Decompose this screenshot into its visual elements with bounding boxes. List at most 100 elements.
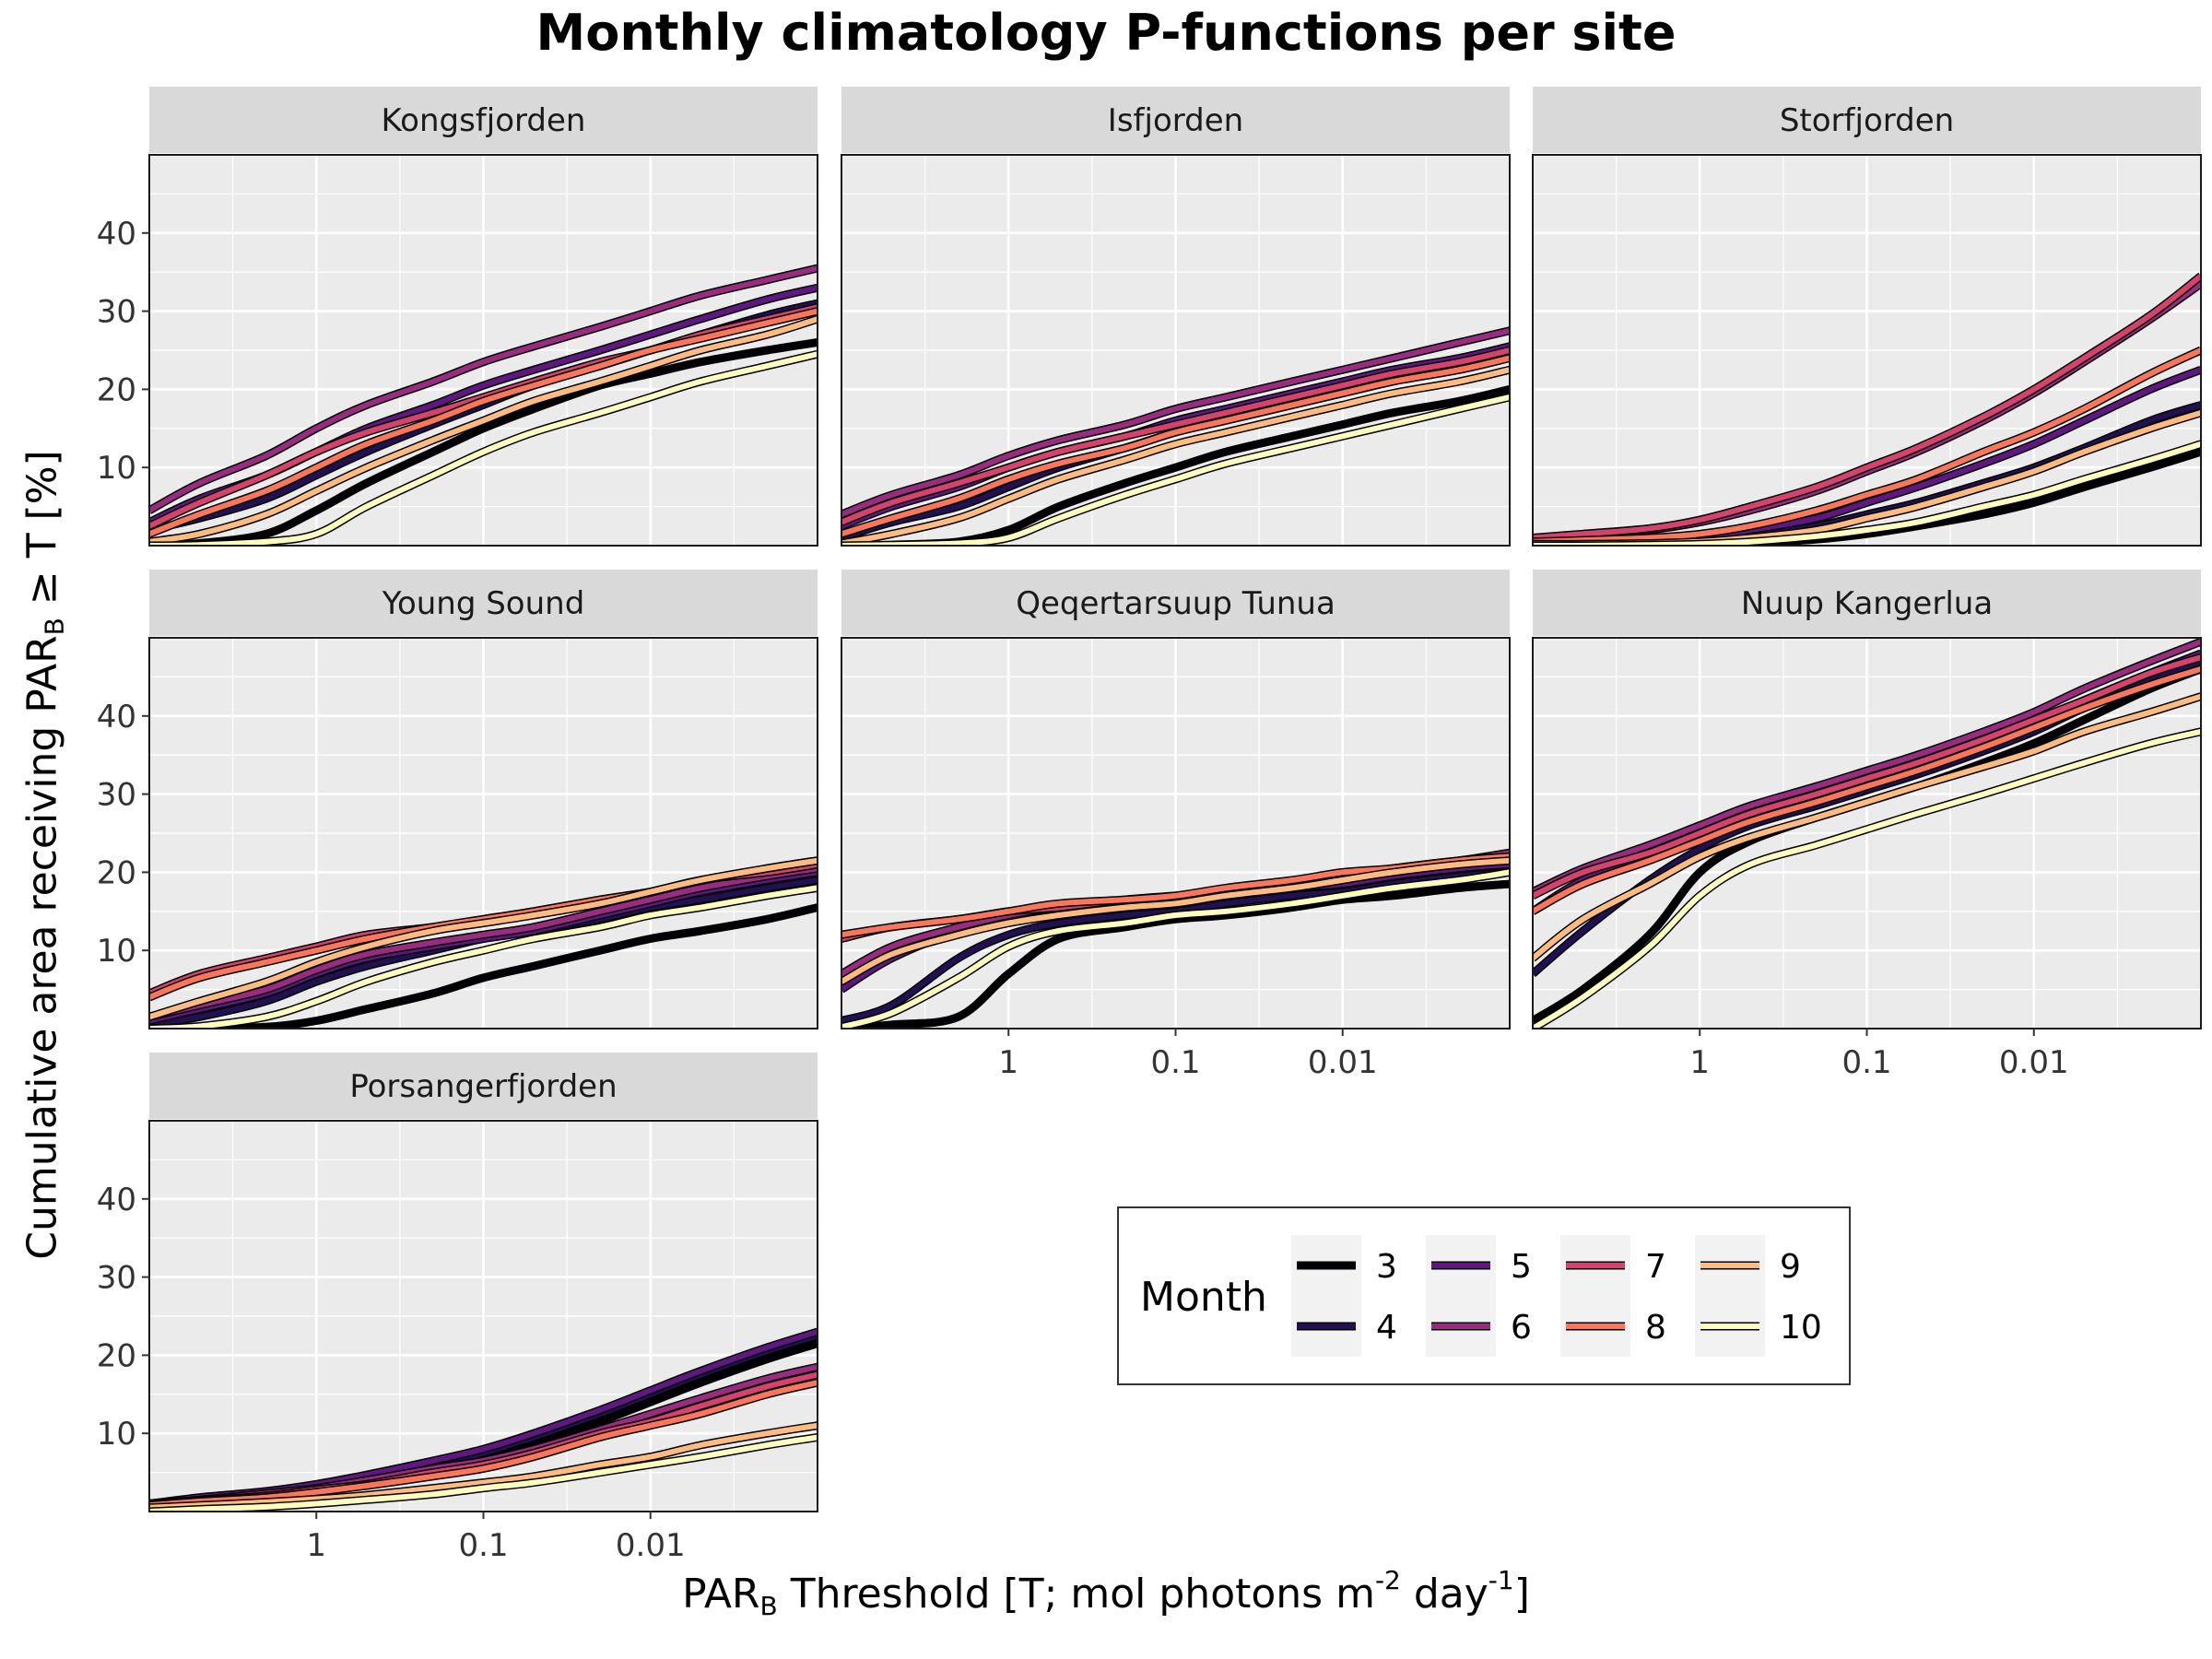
panel-title: Kongsfjorden [382,102,586,139]
panel-storfjorden: Storfjorden [1532,87,2202,547]
series-line-month-10 [1533,728,2201,1029]
panel-strip [149,87,818,153]
y-axis-label: Cumulative area receiving PARB ≥ T [%] [19,210,70,1500]
x-axis-label-end: ] [1513,1571,1530,1618]
x-axis-label-exp2: -1 [1488,1565,1514,1595]
panel-isfjorden: Isfjorden [841,87,1511,547]
panel-lines [841,326,1510,546]
series-line-month-8 [1533,666,2201,914]
legend-label: 8 [1645,1309,1666,1347]
panel-lines [149,1327,818,1512]
y-tick-label: 30 [97,294,136,331]
series-line-month-9 [841,857,1510,984]
x-tick-label: 0.01 [616,1527,686,1564]
series-line-month-10 [149,885,818,1029]
y-axis-label-sub: B [39,618,70,636]
y-tick-label: 10 [97,450,136,487]
y-tick-label: 20 [97,854,136,891]
series-line-month-6 [149,865,818,1020]
series-line-month-6 [841,327,1510,517]
panel-strip [841,570,1510,636]
panel-strip [149,570,818,636]
series-line-month-10 [841,394,1510,546]
legend: Month 3 4 5 6 7 8 9 10 [1117,1206,1851,1385]
x-tick-label: 0.1 [1150,1044,1200,1081]
series-line-month-8 [841,355,1510,537]
y-tick-label: 20 [97,1337,136,1374]
series-line-month-8 [1533,347,2201,545]
legend-label: 3 [1376,1248,1397,1286]
y-tick-label: 40 [97,216,136,253]
legend-label: 7 [1645,1248,1666,1286]
legend-entry-month-10: 10 [1695,1296,1822,1357]
panel-lines [1533,272,2201,546]
panel-strip [841,87,1510,153]
legend-entry-month-8: 8 [1560,1296,1666,1357]
panel-lines [149,856,818,1029]
series-line-month-10 [149,1434,818,1512]
panel-border [841,154,1511,547]
legend-label: 9 [1780,1248,1801,1286]
legend-label: 4 [1376,1309,1397,1347]
legend-label: 10 [1780,1309,1822,1347]
y-axis-label-main: Cumulative area receiving PAR [18,635,66,1260]
series-line-month-9 [841,367,1510,546]
panel-lines [841,848,1510,1029]
legend-label: 5 [1511,1248,1532,1286]
y-tick-label: 10 [97,1416,136,1453]
legend-entry-month-3: 3 [1291,1235,1397,1296]
x-tick-label: 1 [306,1527,326,1564]
x-tick-label: 0.01 [1999,1044,2069,1081]
panel-young-sound: Young Sound 10 20 30 40 [97,570,818,1030]
y-tick-label: 20 [97,371,136,408]
x-tick-label: 1 [1689,1044,1710,1081]
panel-title: Storfjorden [1780,102,1954,139]
x-axis-label-main: PAR [682,1571,760,1618]
y-tick-label: 10 [97,933,136,970]
legend-title: Month [1140,1274,1267,1321]
panel-border [1532,154,2202,547]
series-line-month-8 [149,308,818,537]
series-line-month-7 [841,347,1510,525]
y-tick-label: 30 [97,777,136,814]
series-line-month-10 [149,351,818,546]
panel-kongsfjorden: Kongsfjorden 10 20 30 40 [97,87,818,547]
legend-label: 6 [1511,1309,1532,1347]
series-line-month-9 [149,316,818,545]
x-tick-label: 0.1 [458,1527,508,1564]
series-line-month-3 [149,904,818,1029]
legend-entry-month-7: 7 [1560,1235,1666,1296]
x-axis-label-sub: B [759,1591,778,1621]
series-line-month-6 [1533,639,2201,895]
panel-strip [149,1053,818,1119]
series-line-month-9 [1533,693,2201,961]
series-line-month-3 [149,339,818,546]
series-line-month-9 [149,857,818,1020]
chart-title: Monthly climatology P-functions per site [535,4,1677,62]
series-line-month-6 [149,265,818,513]
series-line-month-9 [149,1422,818,1511]
panel-strip [1533,570,2201,636]
panel-qeqertarsuup-tunua: Qeqertarsuup Tunua 1 0.1 0.01 [841,570,1511,1081]
panel-title: Qeqertarsuup Tunua [1016,585,1335,622]
panel-strip [1533,87,2201,153]
y-tick-label: 40 [97,1182,136,1218]
panel-lines [149,264,818,546]
x-axis-label-exp1: -2 [1374,1565,1401,1595]
panel-title: Young Sound [382,585,585,622]
y-tick-label: 40 [97,699,136,735]
series-line-month-7 [1533,654,2201,899]
legend-entry-month-5: 5 [1426,1235,1532,1296]
panel-porsangerfjorden: Porsangerfjorden 10 20 30 40 1 0.1 0.01 [97,1053,818,1564]
panel-title: Isfjorden [1108,102,1243,139]
legend-entry-month-4: 4 [1291,1296,1397,1357]
panel-border [148,154,818,547]
panel-title: Porsangerfjorden [349,1068,617,1105]
series-line-month-8 [149,1380,818,1509]
panel-title: Nuup Kangerlua [1741,585,1993,622]
panel-nuup-kangerlua: Nuup Kangerlua 1 0.1 0.01 [1532,570,2202,1081]
x-axis-label-mid: day [1400,1571,1488,1618]
x-axis-label: PARB Threshold [T; mol photons m-2 day-1… [0,1565,2212,1621]
x-tick-label: 0.1 [1841,1044,1891,1081]
